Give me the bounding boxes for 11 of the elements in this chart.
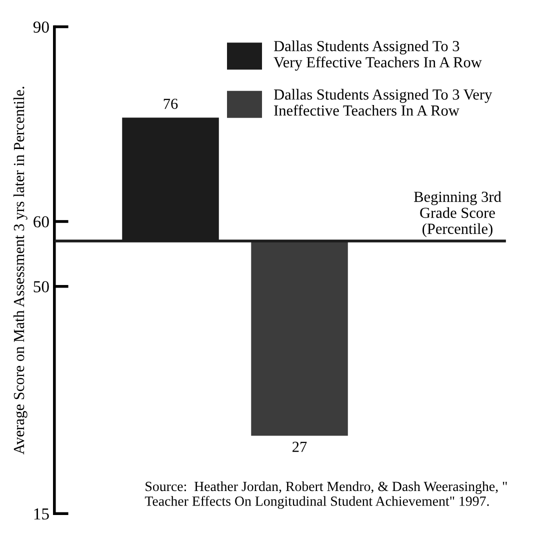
annotation: Source: Heather Jordan, Robert Mendro, & Dash Weerasinghe, " Teacher Effects On Longitudinal Student Achievement" 1997. (144, 481, 507, 509)
data-label: 76 (164, 98, 178, 109)
y-tick-label: 60 (34, 216, 49, 228)
y-tick-label: 50 (34, 281, 49, 292)
y-tick-label: 90 (33, 21, 49, 33)
ref-line-label: Beginning 3rd Grade Score (Percentile) (414, 191, 502, 238)
y-axis-title: Average Score on Math Assessment 3 yrs later in Percentile. (13, 86, 28, 454)
y-tick-label: 15 (34, 508, 49, 520)
legend-label: Dallas Students Assigned To 3 Very Effective Teachers In A Row (274, 40, 482, 71)
legend-label: Dallas Students Assigned To 3 Very Ineffective Teachers In A Row (274, 88, 492, 116)
data-label: 27 (292, 442, 307, 452)
